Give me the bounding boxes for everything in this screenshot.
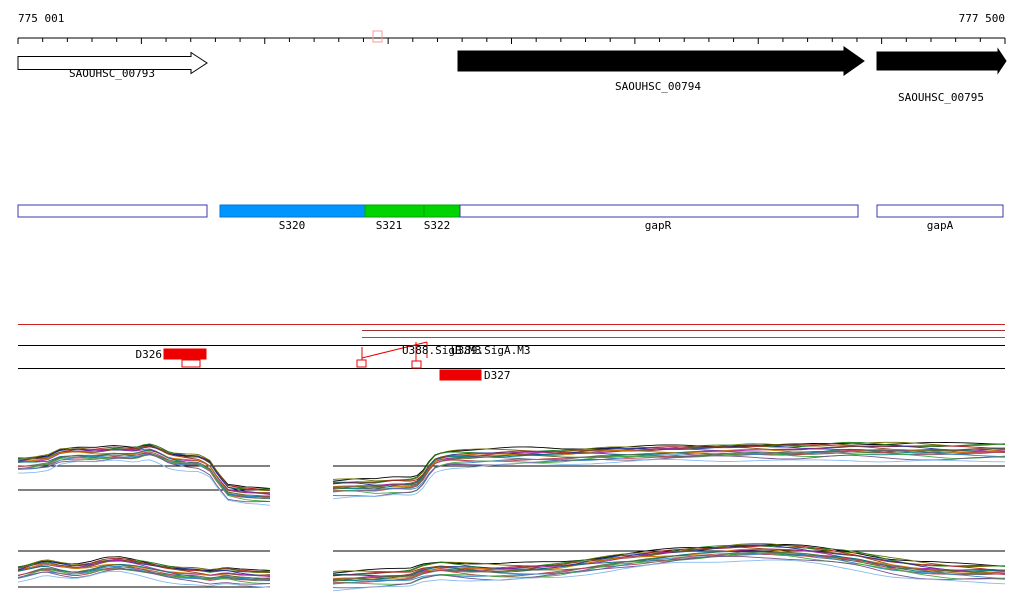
gene-arrow-SAOUHSC_00793[interactable] — [17, 51, 208, 75]
coverage-panel-bottom-trace — [17, 560, 271, 577]
terminator-box-1[interactable] — [439, 369, 482, 381]
feature-label-S321: S321 — [376, 219, 403, 232]
coverage-panel-bottom-trace — [332, 552, 1006, 583]
feature-box-unlabeled[interactable] — [17, 204, 208, 218]
coverage-panel-bottom-trace — [17, 565, 271, 581]
tss-open-box-0[interactable] — [181, 359, 201, 368]
coverage-panel-top-trace — [17, 459, 271, 506]
feature-label-S320: S320 — [279, 219, 306, 232]
tss-label-U388.SigB.M3: U388.SigB.M3 — [402, 344, 481, 357]
tss-open-box-1[interactable] — [356, 359, 367, 368]
coverage-panel-bottom-trace — [17, 568, 271, 585]
coverage-panel-top-trace — [332, 452, 1006, 493]
gene-arrow-SAOUHSC_00795[interactable] — [876, 47, 1007, 75]
coverage-panel-top-trace — [17, 449, 271, 497]
coverage-panel-bottom-trace — [332, 559, 1006, 592]
gene-label-SAOUHSC_00795: SAOUHSC_00795 — [898, 91, 984, 104]
tss-label-U389.SigA.M3: U389.SigA.M3 — [451, 344, 530, 357]
tss-open-box-2[interactable] — [411, 360, 422, 369]
coverage-panel-top-trace — [17, 454, 271, 502]
gene-label-SAOUHSC_00793: SAOUHSC_00793 — [69, 67, 155, 80]
terminator-box-0[interactable] — [163, 348, 207, 360]
coverage-panel-top-trace — [332, 454, 1006, 497]
coverage-panel-bottom-trace — [332, 552, 1006, 585]
coverage-panel-bottom-trace — [17, 568, 270, 584]
feature-label-S322: S322 — [424, 219, 451, 232]
coverage-panel-top-trace — [17, 452, 271, 498]
feature-label-gapR: gapR — [645, 219, 672, 232]
coverage-panel-top-trace — [332, 452, 1006, 494]
coverage-panel-bottom-trace — [17, 563, 270, 580]
coverage-panel-top-trace — [17, 446, 271, 494]
coverage-panel-bottom-trace — [17, 556, 271, 571]
gene-arrow-SAOUHSC_00794[interactable] — [457, 46, 865, 76]
ruler-end-coordinate: 777 500 — [958, 12, 1005, 25]
feature-box-S322[interactable] — [423, 204, 461, 218]
coverage-panel-bottom-trace — [17, 564, 271, 580]
tss-label-D326: D326 — [136, 348, 163, 361]
gene-label-SAOUHSC_00794: SAOUHSC_00794 — [615, 80, 701, 93]
coverage-panel-top-trace — [17, 453, 271, 499]
coverage-panel-top-trace — [332, 449, 1006, 492]
coverage-panel-bottom-trace — [17, 560, 271, 576]
coverage-panel-top-trace — [17, 448, 271, 495]
coverage-panel-bottom-trace — [332, 555, 1006, 589]
ruler-cursor-marker[interactable] — [372, 30, 383, 43]
coverage-panel-bottom-trace — [17, 563, 271, 580]
feature-box-S320[interactable] — [219, 204, 366, 218]
feature-box-gapA[interactable] — [876, 204, 1004, 218]
coverage-panel-top-trace — [17, 444, 271, 489]
feature-box-gapR[interactable] — [459, 204, 859, 218]
coverage-panel-top-trace — [332, 459, 1005, 500]
tss-label-D327: D327 — [484, 369, 511, 382]
feature-label-gapA: gapA — [927, 219, 954, 232]
coverage-panel-top-trace — [17, 454, 270, 503]
feature-box-S321[interactable] — [364, 204, 425, 218]
ruler-start-coordinate: 775 001 — [18, 12, 65, 25]
coverage-panel-bottom-trace — [17, 570, 271, 588]
